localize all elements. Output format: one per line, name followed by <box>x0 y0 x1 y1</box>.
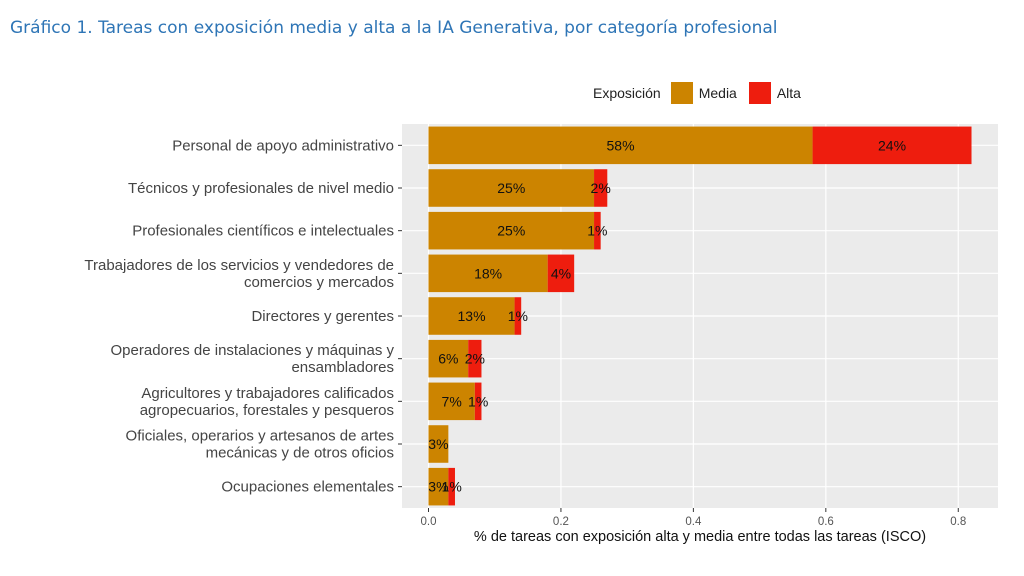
x-axis-title: % de tareas con exposición alta y media … <box>474 529 926 545</box>
bar-alta <box>514 297 522 335</box>
data-label-alta: 2% <box>465 351 485 367</box>
bar-media <box>428 211 595 250</box>
bar-alta <box>468 339 482 378</box>
bar-media <box>428 425 449 463</box>
bar-media <box>428 339 469 378</box>
bar-alta <box>594 211 601 250</box>
category-label: Personal de apoyo administrativo <box>172 137 394 154</box>
bar-media <box>428 467 449 506</box>
data-label-media: 13% <box>458 308 486 324</box>
category-label: Profesionales científicos e intelectuale… <box>132 223 394 240</box>
data-label-alta: 1% <box>442 479 462 495</box>
category-label: Técnicos y profesionales de nivel medio <box>128 180 394 197</box>
data-label-alta: 1% <box>508 308 528 324</box>
category-label: Operadores de instalaciones y máquinas y <box>111 342 395 359</box>
bar-alta <box>448 467 455 506</box>
bar-alta <box>547 254 575 293</box>
category-label: ensambladores <box>291 359 394 376</box>
data-label-media: 18% <box>474 265 502 281</box>
x-tick-label: 0.2 <box>553 516 569 528</box>
bar-media <box>428 382 475 421</box>
x-tick-label: 0.6 <box>818 516 834 528</box>
legend-item-media: Media <box>670 82 737 104</box>
category-label: Directores y gerentes <box>251 308 394 325</box>
data-label-alta: 2% <box>591 180 611 196</box>
data-label-alta: 4% <box>551 265 571 281</box>
data-label-alta: 1% <box>587 223 607 239</box>
legend-item-alta: Alta <box>748 82 801 104</box>
x-tick-label: 0.0 <box>420 516 436 528</box>
bar-media <box>428 126 813 165</box>
chart-title: Gráfico 1. Tareas con exposición media y… <box>10 18 778 38</box>
data-label-alta: 1% <box>468 393 488 409</box>
category-label: agropecuarios, forestales y pesqueros <box>140 402 394 419</box>
legend-label-media: Media <box>698 85 737 101</box>
bar-media <box>428 254 548 293</box>
bar-media <box>428 169 595 207</box>
legend-swatch-alta <box>748 82 771 104</box>
category-label: comercios y mercados <box>244 274 394 291</box>
chart-legend: Exposición Media Alta <box>593 82 813 104</box>
data-label-media: 6% <box>438 351 458 367</box>
data-label-media: 7% <box>442 393 462 409</box>
legend-label-alta: Alta <box>776 85 801 101</box>
legend-title: Exposición <box>593 85 661 101</box>
x-tick-label: 0.8 <box>950 516 966 528</box>
bar-alta <box>594 169 608 207</box>
data-label-media: 25% <box>497 180 525 196</box>
data-label-media: 58% <box>607 137 635 153</box>
data-label-alta: 24% <box>878 137 906 153</box>
legend-swatch-media <box>670 82 693 104</box>
category-label: Oficiales, operarios y artesanos de arte… <box>126 428 394 445</box>
bar-alta <box>474 382 482 421</box>
category-label: Trabajadores de los servicios y vendedor… <box>84 257 394 274</box>
data-label-media: 3% <box>428 479 448 495</box>
category-label: Agricultores y trabajadores calificados <box>141 385 394 402</box>
bar-alta <box>812 126 972 165</box>
data-label-media: 3% <box>428 436 448 452</box>
bar-media <box>428 297 515 335</box>
data-label-media: 25% <box>497 223 525 239</box>
x-tick-label: 0.4 <box>685 516 702 528</box>
category-label: mecánicas y de otros oficios <box>206 445 394 462</box>
category-label: Ocupaciones elementales <box>221 479 394 496</box>
